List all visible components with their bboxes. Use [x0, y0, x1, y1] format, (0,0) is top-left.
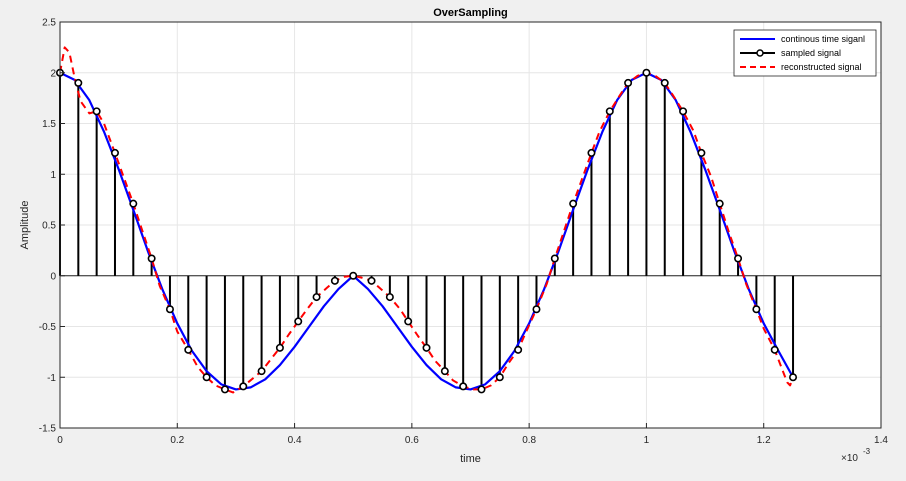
sampled-point[interactable] — [477, 385, 486, 394]
sampled-point[interactable] — [459, 382, 468, 391]
sampled-point[interactable] — [257, 367, 266, 376]
y-tick-label: 1.5 — [42, 119, 56, 130]
sampled-point[interactable] — [642, 68, 651, 77]
sampled-point[interactable] — [275, 343, 284, 352]
sampled-point[interactable] — [770, 345, 779, 354]
x-axis-label: time — [460, 453, 481, 465]
legend-label-sampled: sampled signal — [781, 48, 841, 58]
sampled-point[interactable] — [294, 317, 303, 326]
y-tick-label: -1 — [47, 373, 56, 384]
sampled-point[interactable] — [697, 148, 706, 157]
sampled-point[interactable] — [440, 367, 449, 376]
sampled-point[interactable] — [367, 276, 376, 285]
ticks: 0 0.2 0.4 0.6 0.8 1 1.2 1.4 -1.5 -1 -0.5 0 0.5 1 1.5 2 2… — [39, 18, 889, 447]
sampled-point[interactable] — [550, 254, 559, 263]
x-tick-label: 1.4 — [874, 435, 888, 446]
x-tick-label: 0.6 — [405, 435, 419, 446]
sampled-point[interactable] — [514, 345, 523, 354]
sampled-point[interactable] — [147, 254, 156, 263]
sampled-point[interactable] — [605, 107, 614, 116]
sampled-point[interactable] — [495, 373, 504, 382]
y-tick-label: 1 — [50, 170, 56, 181]
sampled-point[interactable] — [385, 293, 394, 302]
sampled-point[interactable] — [220, 385, 229, 394]
sampled-point[interactable] — [312, 293, 321, 302]
continuous-signal-line[interactable] — [59, 71, 795, 391]
y-tick-label: 0 — [50, 271, 56, 282]
legend[interactable]: continous time siganl sampled signal rec… — [733, 29, 877, 77]
sampled-point[interactable] — [92, 107, 101, 116]
sampled-point[interactable] — [74, 78, 83, 87]
sampled-point[interactable] — [239, 382, 248, 391]
sampled-point[interactable] — [404, 317, 413, 326]
y-tick-label: 2 — [50, 68, 56, 79]
legend-marker-sampled — [756, 49, 764, 57]
sampled-point[interactable] — [789, 373, 798, 382]
legend-label-continuous: continous time siganl — [781, 34, 865, 44]
x-tick-label: 0 — [57, 435, 63, 446]
sampled-point[interactable] — [752, 305, 761, 314]
sampled-point[interactable] — [165, 305, 174, 314]
x-tick-label: 1.2 — [757, 435, 771, 446]
sampled-point[interactable] — [129, 199, 138, 208]
sampled-point[interactable] — [587, 148, 596, 157]
sampled-point[interactable] — [202, 373, 211, 382]
sampled-point[interactable] — [422, 343, 431, 352]
y-axis-label: Amplitude — [19, 201, 31, 250]
sampled-point[interactable] — [660, 78, 669, 87]
x-tick-label: 0.8 — [522, 435, 536, 446]
x-tick-label: 0.4 — [288, 435, 302, 446]
sampled-point[interactable] — [349, 271, 358, 280]
sampled-point[interactable] — [734, 254, 743, 263]
x-tick-label: 0.2 — [170, 435, 184, 446]
sampled-point[interactable] — [624, 78, 633, 87]
sampled-point[interactable] — [569, 199, 578, 208]
legend-label-reconstructed: reconstructed signal — [781, 62, 862, 72]
x-exponent: ×10 -3 — [841, 447, 871, 464]
y-tick-label: 0.5 — [42, 221, 56, 232]
sampled-point[interactable] — [184, 345, 193, 354]
x-tick-label: 1 — [644, 435, 650, 446]
y-tick-label: -1.5 — [39, 424, 57, 435]
x-exponent-power: -3 — [863, 447, 871, 456]
chart-title: OverSampling — [433, 7, 508, 19]
sampled-point[interactable] — [532, 305, 541, 314]
sampled-point[interactable] — [679, 107, 688, 116]
sampled-point[interactable] — [330, 276, 339, 285]
y-tick-label: 2.5 — [42, 18, 56, 29]
x-exponent-base: ×10 — [841, 453, 858, 464]
y-tick-label: -0.5 — [39, 322, 57, 333]
sampled-point[interactable] — [110, 148, 119, 157]
sampled-point[interactable] — [715, 199, 724, 208]
